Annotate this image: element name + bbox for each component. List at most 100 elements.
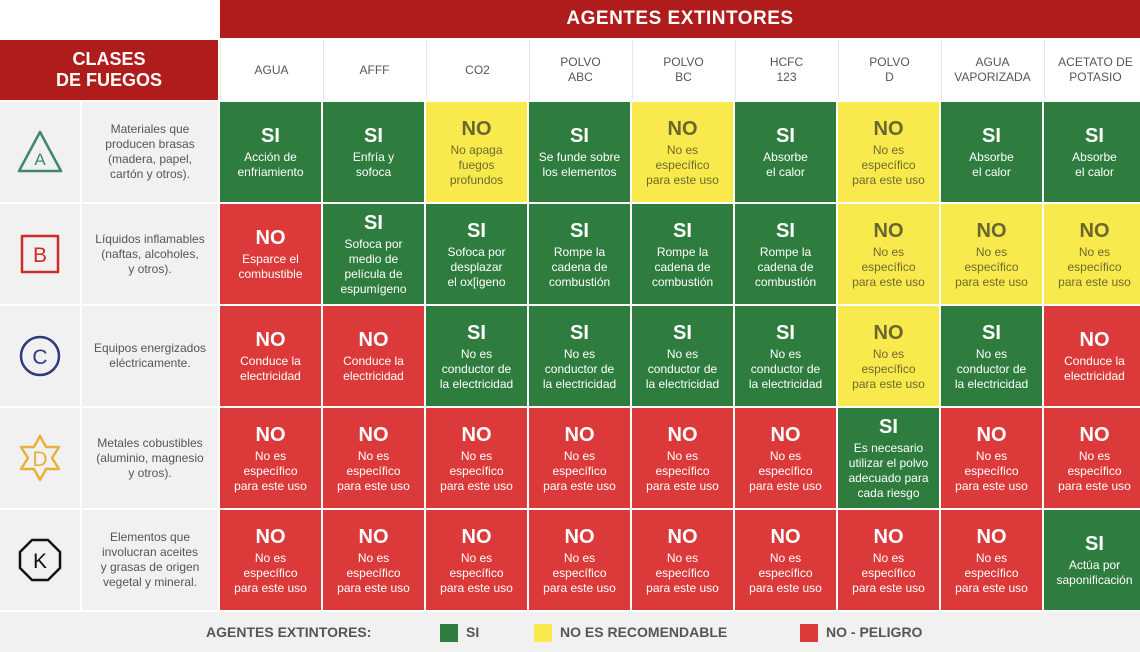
cell-explanation: No es específico para este uso [852, 550, 925, 595]
cell-explanation: Rompe la cadena de combustión [754, 244, 817, 289]
cell-explanation: Actúa por saponificación [1056, 558, 1133, 587]
cell-verdict: SI [982, 125, 1001, 147]
cell-explanation: Acción de enfriamiento [237, 150, 304, 179]
legend-item-label: SI [466, 624, 480, 640]
cell-verdict: SI [776, 125, 795, 147]
agent-header: ACETATO DE POTASIO [1044, 40, 1140, 100]
compatibility-cell: NO No es específico para este uso [735, 510, 836, 610]
compatibility-cell: SI Se funde sobre los elementos [529, 102, 630, 202]
cell-verdict: NO [667, 117, 698, 140]
compatibility-cell: NO No es específico para este uso [632, 102, 733, 202]
cell-explanation: No es específico para este uso [1058, 244, 1131, 289]
compatibility-cell: NO No es específico para este uso [220, 408, 321, 508]
cell-explanation: No es específico para este uso [337, 550, 410, 595]
compatibility-cell: NO No es específico para este uso [426, 408, 527, 508]
cell-verdict: SI [673, 219, 692, 242]
compatibility-cell: NO Conduce la electricidad [220, 306, 321, 406]
cell-explanation: Enfría y sofoca [352, 150, 395, 179]
svg-text:D: D [32, 448, 47, 471]
cell-verdict: SI [364, 212, 383, 234]
cell-explanation: No es conductor de la electricidad [542, 346, 617, 391]
cell-verdict: SI [570, 219, 589, 242]
cell-explanation: No es conductor de la electricidad [748, 346, 823, 391]
compatibility-cell: NO No es específico para este uso [632, 408, 733, 508]
clases-de-fuegos-header: CLASES DE FUEGOS [0, 40, 218, 100]
cell-verdict: NO [255, 329, 286, 351]
agent-header: HCFC 123 [735, 40, 837, 100]
cell-explanation: Esparce el combustible [238, 252, 303, 281]
fire-class-description: Elementos que involucran aceites y grasa… [82, 510, 218, 610]
agentes-extintores-banner: AGENTES EXTINTORES [220, 0, 1140, 38]
cell-explanation: No es específico para este uso [852, 142, 925, 187]
compatibility-cell: SI Rompe la cadena de combustión [632, 204, 733, 304]
cell-explanation: No es específico para este uso [440, 448, 513, 493]
cell-verdict: NO [461, 117, 492, 140]
cell-explanation: No es específico para este uso [955, 550, 1028, 595]
compatibility-cell: NO No es específico para este uso [323, 408, 424, 508]
compatibility-cell: NO No es específico para este uso [838, 510, 939, 610]
fire-class-k-octagon-icon: K [0, 510, 80, 610]
fire-class-d-star-icon: D [0, 408, 80, 508]
agent-header: POLVO D [838, 40, 940, 100]
cell-explanation: No es específico para este uso [852, 244, 925, 289]
compatibility-cell: SI Absorbe el calor [941, 102, 1042, 202]
cell-explanation: Conduce la electricidad [1064, 354, 1125, 383]
legend-item-label: NO ES RECOMENDABLE [560, 624, 728, 640]
cell-explanation: No es conductor de la electricidad [439, 346, 514, 391]
cell-verdict: NO [255, 423, 286, 446]
cell-verdict: NO [873, 525, 904, 548]
cell-explanation: No es específico para este uso [1058, 448, 1131, 493]
cell-explanation: Sofoca por desplazar el ox[igeno [447, 244, 506, 289]
cell-verdict: SI [1085, 125, 1104, 147]
legend-item-label: NO - PELIGRO [826, 624, 923, 640]
cell-verdict: NO [358, 329, 389, 351]
cell-verdict: NO [461, 423, 492, 446]
cell-verdict: NO [358, 423, 389, 446]
fire-class-description: Metales cobustibles (aluminio, magnesio … [82, 408, 218, 508]
agent-header: CO2 [426, 40, 528, 100]
compatibility-cell: SI No es conductor de la electricidad [426, 306, 527, 406]
cell-explanation: Es necesario utilizar el polvo adecuado … [848, 441, 929, 500]
cell-explanation: No es específico para este uso [955, 244, 1028, 289]
compatibility-cell: NO Conduce la electricidad [323, 306, 424, 406]
compatibility-cell: SI Sofoca por desplazar el ox[igeno [426, 204, 527, 304]
compatibility-cell: SI Acción de enfriamiento [220, 102, 321, 202]
legend-swatch-r [800, 624, 818, 642]
cell-explanation: Rompe la cadena de combustión [548, 244, 611, 289]
svg-text:A: A [34, 150, 46, 169]
cell-explanation: No es conductor de la electricidad [954, 346, 1029, 391]
cell-verdict: SI [570, 321, 589, 344]
compatibility-cell: SI Actúa por saponificación [1044, 510, 1140, 610]
cell-explanation: No es específico para este uso [234, 448, 307, 493]
legend-title: AGENTES EXTINTORES: [206, 624, 372, 640]
agent-header: AFFF [323, 40, 425, 100]
compatibility-cell: NO No es específico para este uso [529, 510, 630, 610]
compatibility-cell: NO No es específico para este uso [1044, 204, 1140, 304]
svg-text:C: C [32, 346, 47, 369]
cell-verdict: NO [564, 525, 595, 548]
cell-explanation: Absorbe el calor [763, 150, 808, 179]
cell-explanation: No es específico para este uso [646, 550, 719, 595]
legend-swatch-y [534, 624, 552, 642]
cell-explanation: Conduce la electricidad [343, 354, 404, 383]
cell-verdict: NO [1079, 423, 1110, 446]
compatibility-cell: NO Esparce el combustible [220, 204, 321, 304]
cell-explanation: No es específico para este uso [234, 550, 307, 595]
cell-explanation: Sofoca por medio de película de espumíge… [340, 237, 407, 296]
cell-explanation: Absorbe el calor [1072, 150, 1117, 179]
fire-class-a-triangle-icon: A [0, 102, 80, 202]
compatibility-cell: NO No es específico para este uso [941, 510, 1042, 610]
cell-explanation: Conduce la electricidad [240, 354, 301, 383]
cell-explanation: Se funde sobre los elementos [538, 150, 621, 179]
cell-verdict: NO [770, 525, 801, 548]
compatibility-cell: SI Absorbe el calor [1044, 102, 1140, 202]
compatibility-cell: NO No es específico para este uso [323, 510, 424, 610]
cell-verdict: NO [873, 117, 904, 140]
legend: AGENTES EXTINTORES: SI NO ES RECOMENDABLE N… [0, 612, 1140, 652]
cell-verdict: NO [564, 423, 595, 446]
cell-explanation: No es específico para este uso [955, 448, 1028, 493]
cell-verdict: NO [255, 227, 286, 249]
compatibility-cell: NO Conduce la electricidad [1044, 306, 1140, 406]
compatibility-cell: SI Rompe la cadena de combustión [735, 204, 836, 304]
compatibility-cell: NO No es específico para este uso [941, 408, 1042, 508]
